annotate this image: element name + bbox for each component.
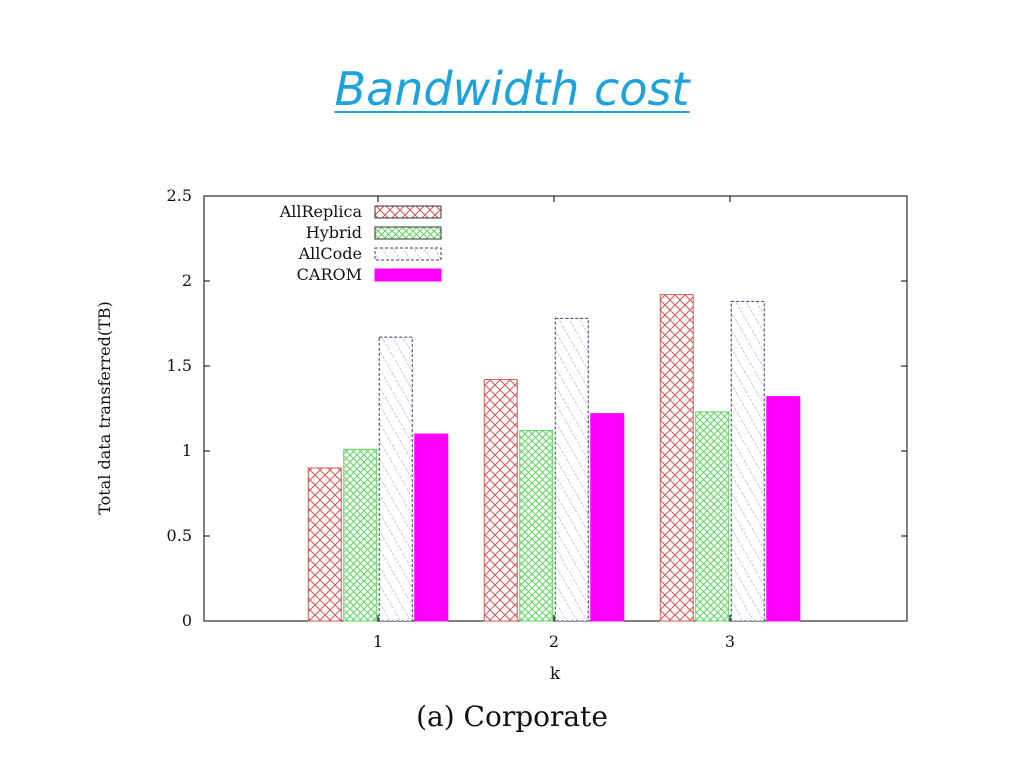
bar-allcode-k2 bbox=[554, 317, 589, 622]
x-tick-label: 2 bbox=[549, 632, 559, 651]
x-axis-label: k bbox=[550, 664, 561, 684]
x-tick-label: 1 bbox=[373, 632, 383, 651]
legend-swatch-carom bbox=[374, 268, 442, 282]
x-tick-label: 3 bbox=[725, 632, 735, 651]
bar-carom-k3 bbox=[766, 396, 801, 622]
bars bbox=[307, 294, 801, 622]
bar-carom-k1 bbox=[414, 433, 449, 622]
bar-allreplica-k3 bbox=[659, 294, 694, 622]
legend-swatch-hybrid bbox=[374, 226, 442, 240]
bar-hybrid-k2 bbox=[519, 430, 554, 622]
legend-swatch-allreplica bbox=[374, 205, 442, 219]
y-tick-label: 0 bbox=[182, 611, 192, 630]
bar-allcode-k1 bbox=[378, 336, 413, 622]
x-axis: 1 2 3 bbox=[373, 196, 735, 651]
y-axis-label: Total data transferred(TB) bbox=[95, 301, 114, 515]
legend-label-allcode: AllCode bbox=[298, 244, 362, 263]
slide-title: Bandwidth cost bbox=[334, 62, 690, 116]
legend-label-hybrid: Hybrid bbox=[306, 223, 362, 242]
legend-label-allreplica: AllReplica bbox=[279, 202, 363, 221]
bar-allcode-k3 bbox=[730, 300, 765, 622]
bar-hybrid-k1 bbox=[343, 448, 378, 622]
y-tick-label: 2.5 bbox=[167, 186, 192, 205]
legend-swatch-allcode bbox=[374, 247, 442, 261]
bar-hybrid-k3 bbox=[695, 411, 730, 622]
y-tick-label: 1.5 bbox=[167, 356, 192, 375]
y-tick-label: 2 bbox=[182, 271, 192, 290]
bar-carom-k2 bbox=[590, 413, 625, 622]
y-axis: 0 0.5 1 1.5 2 2.5 bbox=[167, 186, 907, 630]
bar-allreplica-k2 bbox=[483, 379, 518, 622]
legend-label-carom: CAROM bbox=[297, 265, 362, 284]
y-tick-label: 1 bbox=[182, 441, 192, 460]
y-tick-label: 0.5 bbox=[167, 526, 192, 545]
legend: AllReplica Hybrid AllCode CAROM bbox=[279, 202, 442, 284]
chart-caption: (a) Corporate bbox=[416, 700, 608, 733]
bar-allreplica-k1 bbox=[307, 467, 342, 622]
